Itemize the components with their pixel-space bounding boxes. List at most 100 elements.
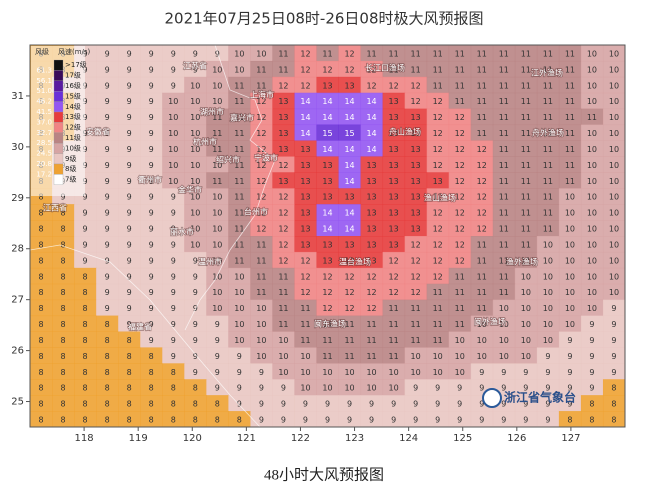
wind-cell [162, 236, 185, 253]
wind-level: 12 [344, 49, 354, 58]
wind-level: 13 [433, 177, 443, 186]
wind-cell [96, 331, 119, 348]
wind-level: 9 [589, 368, 594, 377]
wind-level: 12 [411, 288, 421, 297]
legend-label: 16级 [65, 81, 81, 90]
wind-level: 9 [171, 352, 176, 361]
x-tick-label: 119 [129, 433, 148, 444]
wind-level: 9 [105, 81, 110, 90]
wind-level: 9 [127, 177, 132, 186]
wind-level: 8 [38, 416, 43, 425]
wind-level: 9 [149, 97, 154, 106]
wind-level: 8 [61, 304, 66, 313]
wind-cell [294, 411, 317, 428]
wind-cell [602, 267, 626, 285]
wind-cell [162, 76, 185, 94]
wind-cell [558, 140, 582, 157]
wind-cell [118, 267, 141, 285]
wind-level: 9 [149, 336, 154, 345]
wind-level: 13 [411, 113, 421, 122]
wind-cell [404, 299, 428, 317]
wind-level: 12 [300, 65, 310, 74]
wind-cell [492, 347, 516, 364]
wind-level: 9 [193, 272, 198, 281]
wind-cell [470, 45, 494, 62]
wind-cell [140, 347, 163, 364]
wind-level: 9 [193, 336, 198, 345]
wind-cell [338, 92, 362, 110]
wind-level: 9 [105, 129, 110, 138]
wind-cell [580, 236, 604, 253]
wind-cell [360, 92, 384, 110]
place-name: 湖州市 [200, 107, 224, 117]
wind-level: 9 [105, 304, 110, 313]
wind-level: 12 [278, 81, 288, 90]
wind-level: 9 [237, 400, 242, 409]
wind-cell [118, 204, 141, 221]
wind-cell [448, 140, 472, 157]
wind-cell [426, 140, 450, 157]
wind-cell [360, 140, 384, 157]
wind-cell [404, 395, 428, 412]
wind-level: 14 [322, 225, 332, 234]
wind-level: 10 [587, 304, 597, 313]
wind-level: 14 [366, 129, 376, 138]
wind-level: 9 [193, 288, 198, 297]
wind-level: 12 [300, 288, 310, 297]
wind-cell [316, 92, 340, 110]
wind-cell [140, 108, 163, 126]
wind-level: 9 [611, 336, 616, 345]
wind-cell [228, 156, 251, 173]
wind-level: 11 [499, 225, 509, 234]
wind-level: 9 [545, 384, 550, 393]
wind-cell [514, 172, 538, 189]
wind-level: 8 [38, 288, 43, 297]
wind-level: 9 [413, 400, 418, 409]
wind-cell [316, 60, 340, 78]
wind-cell [162, 45, 185, 62]
wind-level: 9 [171, 288, 176, 297]
wind-level: 9 [215, 320, 220, 329]
wind-level: 8 [38, 209, 43, 218]
place-name: 闽外渔场 [474, 317, 506, 327]
wind-level: 13 [300, 240, 310, 249]
wind-cell [514, 156, 538, 173]
wind-level: 9 [435, 384, 440, 393]
wind-cell [580, 315, 604, 332]
legend-swatch [53, 70, 64, 81]
wind-level: 14 [322, 145, 332, 154]
wind-cell [30, 347, 53, 364]
wind-level: 11 [234, 113, 244, 122]
wind-level: 8 [171, 384, 176, 393]
wind-cell [580, 156, 604, 173]
wind-cell [206, 188, 229, 205]
wind-cell [228, 267, 251, 285]
wind-level: 12 [433, 145, 443, 154]
wind-cell [338, 204, 362, 221]
wind-cell [250, 395, 273, 412]
wind-cell [272, 395, 295, 412]
wind-level: 10 [300, 368, 310, 377]
wind-level: 10 [256, 320, 266, 329]
wind-level: 10 [609, 145, 619, 154]
wind-cell [404, 347, 428, 364]
wind-level: 10 [565, 320, 575, 329]
wind-level: 11 [234, 209, 244, 218]
wind-level: 11 [521, 129, 531, 138]
wind-cell [470, 76, 494, 94]
wind-level: 11 [234, 129, 244, 138]
wind-cell [580, 411, 604, 428]
wind-cell [360, 251, 384, 269]
wind-level: 11 [344, 336, 354, 345]
wind-cell [96, 108, 119, 126]
wind-level: 9 [105, 209, 110, 218]
wind-level: 13 [411, 209, 421, 218]
wind-cell [360, 331, 384, 348]
wind-level: 11 [477, 256, 487, 265]
wind-cell [162, 92, 185, 110]
wind-cell [338, 108, 362, 126]
wind-cell [316, 315, 340, 332]
wind-cell [602, 363, 626, 380]
wind-cell [448, 411, 472, 428]
